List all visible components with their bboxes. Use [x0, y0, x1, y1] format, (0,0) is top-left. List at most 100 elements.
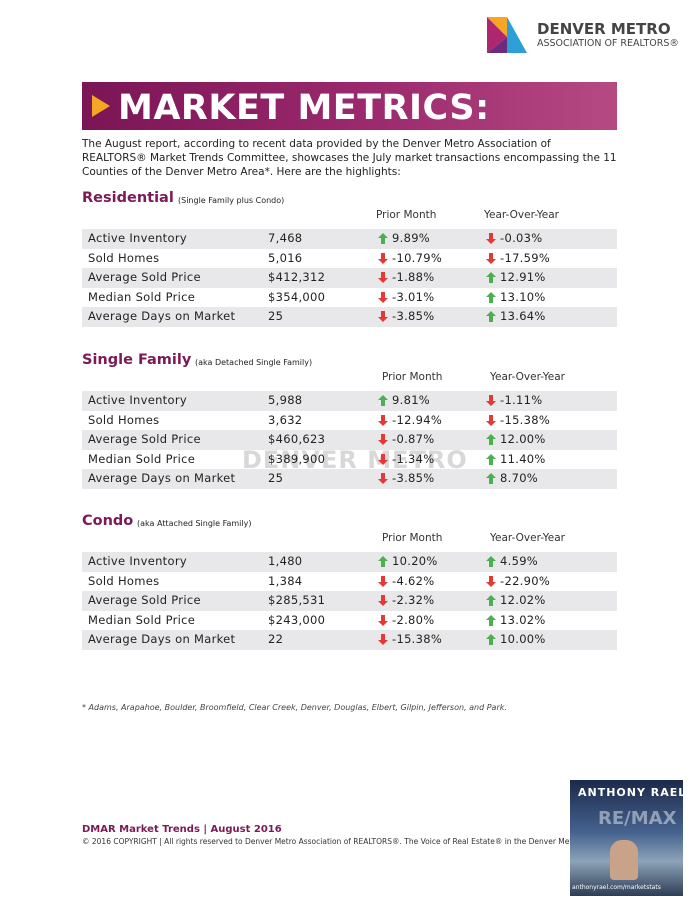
row-label: Average Days on Market [88, 309, 236, 323]
arrow-up [486, 556, 496, 567]
arrow-down [378, 614, 388, 626]
arrow-down [486, 233, 496, 244]
row-value: 9.81% [392, 393, 431, 407]
row-value: $412,312 [268, 270, 326, 284]
section-title: Residential [82, 190, 174, 206]
row-label: Active Inventory [88, 231, 187, 245]
intro: The August report, according to recent d… [82, 138, 617, 178]
row-label: Sold Homes [88, 573, 160, 588]
logo-name: DENVER METRO [537, 20, 671, 38]
arrow-up [486, 634, 496, 645]
arrow-down [378, 252, 388, 264]
table-row [82, 229, 617, 249]
arrow-down [378, 473, 388, 484]
ad-url: anthonyrael.com/marketstats [572, 884, 661, 891]
banner [82, 82, 617, 130]
row-value: $389,900 [268, 451, 326, 466]
arrow-down [486, 252, 496, 264]
row-label: Average Days on Market [88, 471, 236, 485]
arrow-down [378, 595, 388, 606]
row-value: 10.20% [392, 554, 438, 568]
arrow-down [378, 414, 388, 426]
row-label: Median Sold Price [88, 612, 196, 627]
table-row [82, 630, 617, 650]
arrow-down [486, 395, 496, 406]
table-row [82, 591, 617, 611]
column-header: Year-Over-Year [490, 371, 565, 383]
row-value: -3.01% [392, 289, 435, 304]
row-label: Average Days on Market [88, 632, 236, 646]
arrow-up [486, 311, 496, 322]
row-value: -0.03% [500, 231, 543, 245]
row-value: 12.00% [500, 432, 546, 446]
arrow-down [378, 434, 388, 445]
row-label: Sold Homes [88, 412, 160, 427]
row-label: Average Sold Price [88, 593, 201, 607]
row-value: -15.38% [500, 412, 551, 427]
row-label: Median Sold Price [88, 451, 196, 466]
row-label: Active Inventory [88, 554, 187, 568]
row-label: Average Sold Price [88, 432, 201, 446]
row-label: Average Sold Price [88, 270, 201, 284]
row-value: 7,468 [268, 231, 303, 245]
section-title: Single Family [82, 352, 192, 368]
arrow-down [486, 414, 496, 426]
section-subtitle: (aka Attached Single Family) [137, 519, 252, 528]
row-value: -2.80% [392, 612, 435, 627]
row-value: $285,531 [268, 593, 326, 607]
row-value: 10.00% [500, 632, 546, 646]
row-value: 5,988 [268, 393, 303, 407]
arrow-down [378, 291, 388, 303]
arrow-up [378, 233, 388, 244]
row-value: 25 [268, 309, 284, 323]
section-subtitle: (Single Family plus Condo) [178, 196, 285, 205]
arrow-down [378, 272, 388, 283]
ad-name: ANTHONY RAEL [578, 786, 687, 799]
row-value: 9.89% [392, 231, 431, 245]
row-value: -15.38% [392, 632, 443, 646]
table-row [82, 307, 617, 327]
row-value: -3.85% [392, 309, 435, 323]
row-value: $354,000 [268, 289, 326, 304]
table-row [82, 469, 617, 489]
banner-title: MARKET METRICS: [118, 88, 490, 128]
column-header: Year-Over-Year [490, 532, 565, 544]
section-subtitle: (aka Detached Single Family) [195, 358, 313, 367]
arrow-down [486, 575, 496, 587]
table-row [82, 391, 617, 411]
row-value: 22 [268, 632, 284, 646]
row-value: 12.91% [500, 270, 546, 284]
logo-subtitle: ASSOCIATION OF REALTORS® [537, 38, 679, 49]
section-title: Condo [82, 513, 134, 529]
footer-copyright: © 2016 COPYRIGHT | All rights reserved t… [82, 837, 602, 846]
arrow-down [378, 575, 388, 587]
arrow-up [378, 395, 388, 406]
table-row [82, 268, 617, 288]
row-value: 25 [268, 471, 284, 485]
row-value: 8.70% [500, 471, 539, 485]
arrow-up [486, 434, 496, 445]
row-value: 5,016 [268, 250, 303, 265]
row-value: 1,384 [268, 573, 303, 588]
arrow-down [378, 634, 388, 645]
arrow-up [486, 272, 496, 283]
row-value: 13.02% [500, 612, 546, 627]
row-label: Median Sold Price [88, 289, 196, 304]
column-header: Prior Month [376, 209, 437, 221]
row-value: -2.32% [392, 593, 435, 607]
advertisement: ANTHONY RAEL RE/MAX anthonyrael.com/mark… [570, 780, 687, 896]
row-label: Sold Homes [88, 250, 160, 265]
row-value: $460,623 [268, 432, 326, 446]
arrow-up [486, 473, 496, 484]
arrow-down [378, 453, 388, 465]
row-value: 4.59% [500, 554, 539, 568]
ad-portrait [610, 840, 638, 880]
footnote: * Adams, Arapahoe, Boulder, Broomfield, … [82, 703, 507, 712]
banner-arrow [92, 95, 110, 117]
table-row [82, 552, 617, 572]
logo-icon [487, 17, 527, 53]
row-value: 13.10% [500, 289, 546, 304]
arrow-up [486, 453, 496, 465]
row-value: 12.02% [500, 593, 546, 607]
